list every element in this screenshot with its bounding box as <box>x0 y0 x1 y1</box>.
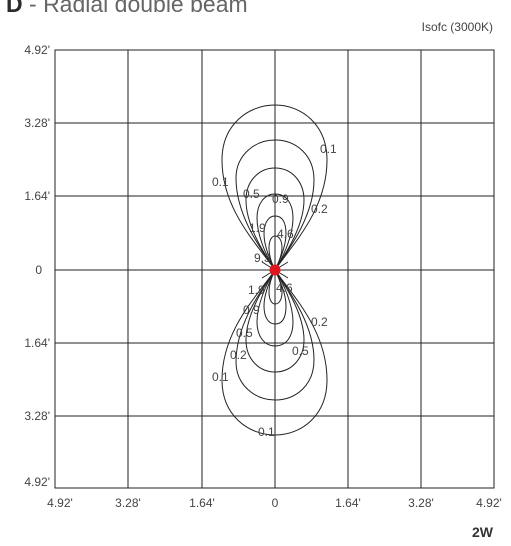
contour-line <box>256 269 294 347</box>
contour-label: 0.1 <box>212 370 229 384</box>
x-tick-label: 1.64' <box>189 496 215 510</box>
color-temperature-label: Isofc (3000K) <box>421 20 493 34</box>
contour-label: 0.9 <box>272 192 289 206</box>
contour-label: 1.9 <box>249 221 266 235</box>
contour-label: 0.2 <box>311 202 328 216</box>
grid <box>54 49 495 489</box>
contour-label: 0.1 <box>320 142 337 156</box>
contour-label: 4.6 <box>277 227 294 241</box>
y-tick-label: 1.64' <box>24 189 50 203</box>
x-tick-label: 3.28' <box>115 496 141 510</box>
y-tick-label: 0 <box>35 263 42 277</box>
contour-label: 1.9 <box>248 283 265 297</box>
contour-line <box>221 269 328 436</box>
contour-label: 4.6 <box>276 281 293 295</box>
y-tick-label: 3.28' <box>24 409 50 423</box>
contour-line <box>256 193 294 271</box>
contour-line <box>235 139 315 271</box>
x-tick-label: 4.92' <box>476 496 502 510</box>
y-tick-label: 4.92' <box>24 43 50 57</box>
contour-label: 0.2 <box>230 348 247 362</box>
contour-line <box>263 215 287 272</box>
contour-label: 9.3 <box>254 251 271 265</box>
contour-line <box>245 269 305 373</box>
x-tick-label: 0 <box>272 496 279 510</box>
contour-line <box>263 268 287 325</box>
diagram-title: D - Radial double beam <box>6 0 248 18</box>
title-text: - Radial double beam <box>29 0 248 17</box>
contour-line <box>235 269 315 401</box>
x-tick-label: 3.28' <box>408 496 434 510</box>
contour-label: 0.1 <box>258 425 275 439</box>
y-tick-label: 3.28' <box>24 116 50 130</box>
contour-label: 0.2 <box>311 315 328 329</box>
contour-line <box>268 235 283 272</box>
x-tick-label: 1.64' <box>335 496 361 510</box>
contour-label: 0.1 <box>212 175 229 189</box>
contour-line <box>245 167 305 271</box>
contour-label: 0.9 <box>243 303 260 317</box>
contour-label: 0.5 <box>292 344 309 358</box>
x-tick-label: 4.92' <box>47 496 73 510</box>
title-letter: D <box>6 0 23 17</box>
y-tick-label: 1.64' <box>24 336 50 350</box>
y-tick-label: 4.92' <box>24 475 50 489</box>
power-label: 2W <box>472 524 493 540</box>
contour-label: 0.5 <box>236 326 253 340</box>
contour-line <box>268 268 283 305</box>
contour-label: 0.5 <box>243 187 260 201</box>
contour-line <box>221 104 328 271</box>
light-source-dot <box>269 264 281 276</box>
